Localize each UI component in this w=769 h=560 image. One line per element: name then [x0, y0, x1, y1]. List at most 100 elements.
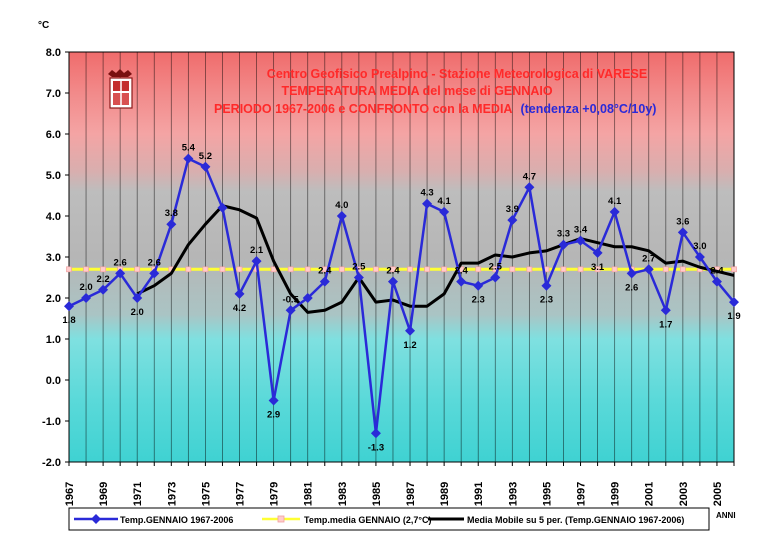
- legend-item-average: Temp.media GENNAIO (2,7°C): [262, 515, 431, 525]
- data-label: 2.9: [267, 410, 280, 421]
- average-marker: [407, 266, 413, 273]
- temperature-point: [64, 301, 74, 312]
- y-axis: 8.0 7.0 6.0 5.0 4.0 3.0 2.0 1.0 0.0 -1.0 -2.0: [42, 47, 69, 469]
- moving-average-path: [136, 204, 735, 314]
- average-marker: [100, 266, 106, 273]
- average-marker: [287, 266, 294, 273]
- average-marker: [373, 266, 379, 273]
- data-label: 3.8: [165, 208, 178, 219]
- temperature-point: [507, 215, 518, 226]
- x-tick-label: 1973: [166, 482, 178, 506]
- x-tick-label: 1969: [98, 482, 110, 506]
- data-label: 2.4: [386, 266, 400, 277]
- data-label: 2.6: [625, 282, 638, 293]
- data-label: 2.7: [642, 253, 655, 264]
- average-marker: [560, 266, 567, 273]
- average-marker: [679, 266, 686, 273]
- data-label: 2.6: [114, 257, 127, 268]
- temperature-point: [166, 219, 177, 230]
- grid-lines: [85, 52, 718, 462]
- y-tick-label: 3.0: [46, 252, 61, 264]
- temperature-line: [68, 157, 735, 435]
- average-marker: [594, 266, 601, 273]
- title-trend: (tendenza +0,08°C/10y): [520, 102, 656, 116]
- legend-label-moving-average: Media Mobile su 5 per. (Temp.GENNAIO 196…: [467, 515, 684, 525]
- average-marker: [662, 266, 669, 273]
- moving-average-line: [136, 204, 735, 314]
- average-marker: [611, 266, 618, 273]
- data-label: -0.5: [282, 294, 299, 305]
- temperature-point: [251, 256, 262, 267]
- temperature-point: [81, 293, 92, 303]
- x-axis: 1967 1969 1971 1973 1975 1977 1979 1981 1983 1985…: [64, 462, 735, 506]
- average-marker: [66, 266, 72, 273]
- temperature-point: [387, 276, 398, 287]
- temperature-point: [711, 276, 722, 287]
- temperature-point: [490, 272, 501, 283]
- temperature-point: [524, 182, 535, 193]
- temperature-point: [660, 305, 671, 316]
- coat-of-arms-logo: [108, 69, 133, 109]
- average-marker: [509, 266, 516, 273]
- x-tick-label: 1983: [337, 482, 349, 506]
- legend-item-temperature: Temp.GENNAIO 1967-2006: [74, 514, 233, 525]
- temperature-point: [217, 202, 228, 213]
- data-label: -1.3: [368, 442, 384, 453]
- x-tick-label: 1987: [405, 482, 417, 506]
- title-period: PERIODO 1967-2006 e CONFRONTO con la MED…: [214, 102, 512, 116]
- x-tick-label: 1985: [371, 482, 383, 506]
- data-label: 2.0: [79, 282, 92, 293]
- data-label: 4.3: [420, 188, 433, 199]
- data-label: 4.1: [438, 196, 452, 207]
- average-marker: [185, 266, 192, 273]
- data-label: 2.5: [489, 262, 503, 273]
- temperature-point: [558, 239, 569, 250]
- temperature-point: [609, 206, 620, 217]
- y-tick-label: 2.0: [46, 293, 61, 305]
- temperature-point: [422, 198, 433, 209]
- temperature-point: [405, 325, 416, 336]
- data-labels: 1.8 2.0 2.2 2.6 2.0 2.6 3.8 5.45.2 4.2 2.1 2.9 -0.5…: [62, 143, 740, 454]
- data-label: 1.9: [727, 311, 740, 322]
- temperature-point: [575, 235, 586, 246]
- data-label: 5.4: [182, 143, 196, 154]
- temperature-point: [353, 272, 364, 283]
- x-tick-label: 1991: [473, 482, 485, 506]
- temperature-point: [234, 288, 245, 299]
- temperature-point: [115, 268, 126, 279]
- x-tick-label: 1997: [576, 482, 588, 506]
- y-tick-label: -2.0: [42, 457, 61, 469]
- temperature-point: [285, 305, 296, 316]
- x-tick-label: 2003: [678, 482, 690, 506]
- data-label: 4.2: [233, 303, 246, 314]
- y-tick-label: -1.0: [42, 416, 61, 428]
- x-tick-label: 1977: [235, 482, 247, 506]
- data-label: 2.6: [148, 257, 161, 268]
- average-marker: [424, 266, 430, 273]
- temperature-point: [694, 252, 705, 262]
- temperature-point: [319, 276, 330, 287]
- data-label: 3.0: [693, 241, 706, 252]
- average-marker: [731, 266, 737, 273]
- data-label: 1.2: [403, 340, 416, 351]
- data-label: 3.4: [574, 225, 588, 236]
- y-unit-label: °C: [38, 20, 49, 31]
- data-label: 2.3: [472, 295, 485, 306]
- temperature-point: [132, 293, 143, 303]
- temperature-point: [200, 161, 211, 172]
- title-line-2: TEMPERATURA MEDIA del mese di GENNAIO: [281, 84, 552, 98]
- x-tick-label: 1967: [64, 482, 76, 506]
- temperature-point: [729, 297, 739, 308]
- x-tick-label: 1971: [132, 482, 144, 506]
- average-marker: [236, 266, 243, 273]
- temperature-point: [592, 247, 603, 258]
- average-marker: [270, 266, 277, 273]
- chart-title: Centro Geofisico Prealpino - Stazione Me…: [214, 67, 656, 116]
- data-label: 1.8: [62, 315, 75, 326]
- data-label: 2.4: [318, 266, 332, 277]
- average-marker: [390, 266, 396, 273]
- data-label: 3.1: [591, 262, 605, 273]
- average-marker: [441, 266, 447, 273]
- temperature-point: [456, 276, 467, 287]
- temperature-point: [183, 153, 194, 164]
